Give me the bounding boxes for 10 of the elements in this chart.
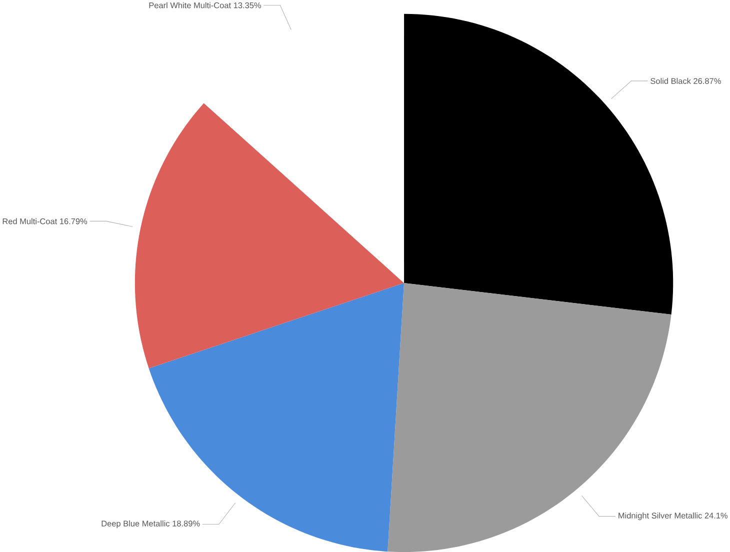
data-label: 13.35% [234,2,261,8]
data-label: 16.79% [60,218,88,224]
slice-label: Midnight Silver Metallic [618,512,702,520]
data-label: 26.87% [694,78,721,84]
slice-label: Solid Black [650,78,691,84]
slice-label: Pearl White Multi-Coat [149,2,231,8]
data-label: 24.1% [704,512,728,518]
slice-label: Red Multi-Coat [2,218,58,224]
slice-label: Deep Blue Metallic [102,520,170,528]
data-label: 18.89% [172,520,200,526]
